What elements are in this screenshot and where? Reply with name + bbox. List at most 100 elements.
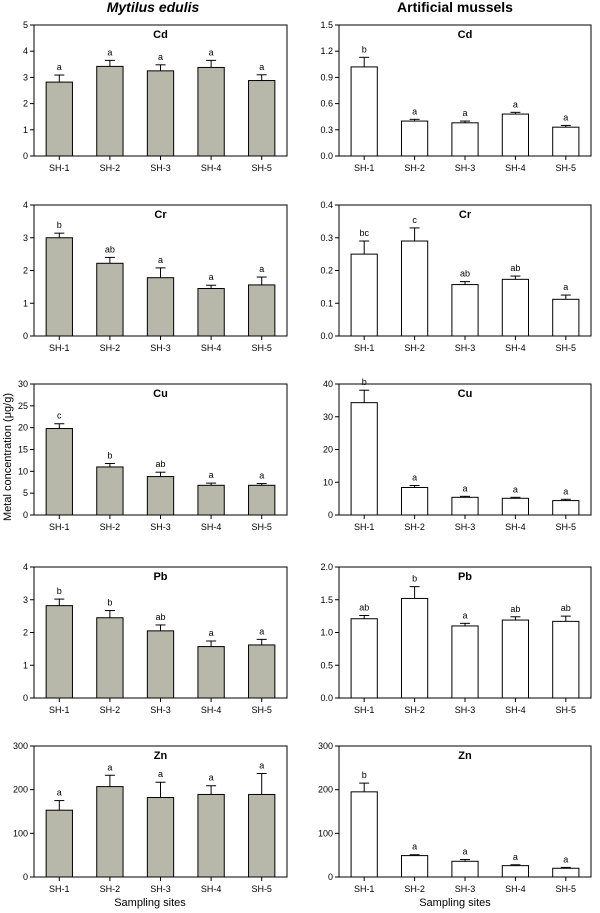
bar [451,625,479,699]
bar [45,237,73,337]
y-tick-label: 0 [23,331,28,341]
y-tick-label: 2 [23,628,28,638]
column-title-left: Mytilus edulis [107,0,200,15]
panel-title: Zn [458,750,472,762]
significance-label: a [462,610,467,620]
bar [96,617,124,699]
y-tick-label: 1.0 [320,628,333,638]
y-tick-label: 25 [18,401,28,411]
x-tick-label: SH-2 [404,522,425,532]
y-tick-label: 30 [18,379,28,389]
y-tick-label: 0 [328,872,333,882]
significance-label: b [57,586,62,596]
x-tick-label: SH-2 [100,343,121,353]
panel-title: Cu [458,388,473,400]
x-tick-label: SH-3 [150,163,171,173]
bar [552,867,580,878]
x-tick-label: SH-3 [455,705,476,715]
bar [96,65,124,157]
x-tick-label: SH-4 [505,343,526,353]
x-tick-label: SH-5 [251,163,272,173]
significance-label: a [563,486,568,496]
bar [501,497,530,516]
bar [552,298,580,337]
panel-title: Pb [153,571,167,583]
x-tick-label: SH-2 [404,884,425,894]
bar [197,793,225,878]
y-tick-label: 0.3 [320,233,333,243]
bar [146,797,175,878]
bar [96,466,124,516]
x-tick-label: SH-4 [505,163,526,173]
significance-label: a [209,628,214,638]
significance-label: a [57,788,62,798]
x-tick-label: SH-1 [49,343,70,353]
significance-label: a [259,62,264,72]
significance-label: a [209,47,214,57]
bar [350,66,378,157]
x-tick-label: SH-5 [556,884,577,894]
significance-label: a [158,769,163,779]
y-tick-label: 10 [18,466,28,476]
y-tick-label: 300 [318,741,333,751]
significance-label: a [57,62,62,72]
significance-label: a [412,106,417,116]
significance-label: b [362,44,367,54]
x-tick-label: SH-3 [455,163,476,173]
chart-panel-cr-artificial: Cr 0.0 0.1 0.2 0.3 0.4 bc SH-1 c SH-2 ab SH-3 ab SH-4… [320,200,592,353]
significance-label: a [259,264,264,274]
y-tick-label: 0 [23,693,28,703]
y-tick-label: 0 [23,151,28,161]
x-tick-label: SH-2 [404,343,425,353]
x-tick-label: SH-5 [251,705,272,715]
y-tick-label: 300 [13,741,28,751]
x-tick-label: SH-5 [251,343,272,353]
panel-title: Cr [459,209,472,221]
bar [552,500,580,516]
significance-label: b [412,574,417,584]
y-tick-label: 100 [13,828,28,838]
y-tick-label: 1.2 [320,46,333,56]
y-tick-label: 2 [23,266,28,276]
y-tick-label: 4 [23,562,28,572]
significance-label: bc [359,228,369,238]
y-tick-label: 1.5 [320,595,333,605]
y-tick-label: 0 [328,510,333,520]
y-tick-label: 0.0 [320,151,333,161]
x-tick-label: SH-2 [100,884,121,894]
x-axis-title-left: Sampling sites [114,897,186,909]
panel-title: Cu [153,388,168,400]
chart-panel-cu-artificial: Cu 0 10 20 30 40 b SH-1 a SH-2 a SH-3 a SH-4 a SH-5 [323,377,592,532]
chart-panel-cu-mytilus: Cu 0 5 10 15 20 25 30 c SH-1 b SH-2 ab SH-3 a SH-4 a SH-5 [18,379,288,532]
x-tick-label: SH-1 [49,705,70,715]
x-tick-label: SH-4 [201,163,222,173]
bar [248,80,276,157]
bar [400,597,429,699]
significance-label: b [362,770,367,780]
y-tick-label: 0.0 [320,331,333,341]
significance-label: c [412,215,417,225]
significance-label: ab [155,459,165,469]
y-tick-label: 0.0 [320,693,333,703]
x-tick-label: SH-2 [404,163,425,173]
significance-label: ab [155,612,165,622]
y-tick-label: 1 [23,125,28,135]
x-tick-label: SH-1 [49,522,70,532]
significance-label: a [513,852,518,862]
significance-label: a [209,272,214,282]
bar [400,486,429,516]
y-tick-label: 2.0 [320,562,333,572]
y-tick-label: 1 [23,660,28,670]
x-tick-label: SH-4 [505,884,526,894]
bar [146,277,175,337]
significance-label: a [513,484,518,494]
bar [451,860,479,878]
chart-panel-zn-mytilus: Zn 0 100 200 300 a SH-1 a SH-2 a SH-3 a SH-4 a SH-5 [13,741,288,894]
y-tick-label: 3 [23,233,28,243]
significance-label: b [107,450,112,460]
y-tick-label: 30 [323,412,333,422]
x-tick-label: SH-2 [404,705,425,715]
x-tick-label: SH-1 [354,705,375,715]
significance-label: a [563,854,568,864]
y-tick-label: 200 [13,785,28,795]
